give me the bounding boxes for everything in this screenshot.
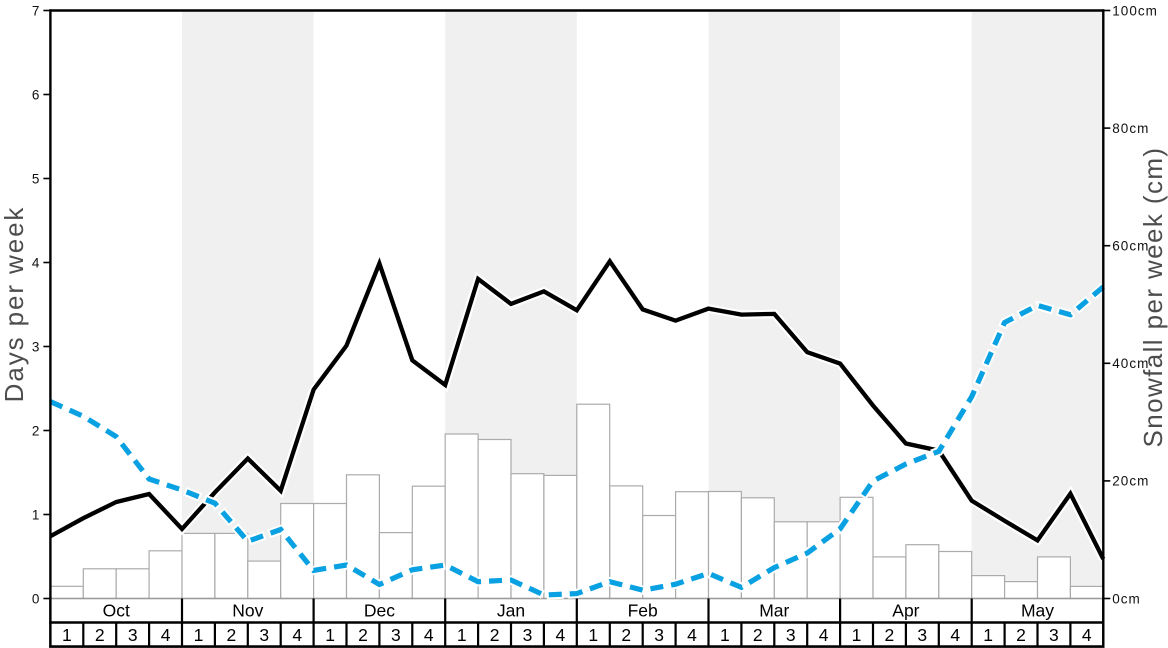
svg-text:4: 4	[556, 625, 566, 645]
svg-text:2: 2	[621, 625, 631, 645]
svg-text:3: 3	[32, 339, 40, 354]
svg-text:0cm: 0cm	[1112, 591, 1141, 606]
svg-text:Oct: Oct	[103, 601, 130, 621]
svg-text:Nov: Nov	[232, 601, 263, 621]
svg-text:80cm: 80cm	[1112, 121, 1149, 136]
svg-text:3: 3	[523, 625, 533, 645]
svg-text:2: 2	[1016, 625, 1026, 645]
svg-text:2: 2	[358, 625, 368, 645]
svg-text:4: 4	[32, 255, 40, 270]
svg-text:Days per week: Days per week	[0, 206, 29, 403]
svg-text:2: 2	[32, 423, 40, 438]
svg-text:40cm: 40cm	[1112, 356, 1149, 371]
svg-text:4: 4	[819, 625, 829, 645]
svg-text:100cm: 100cm	[1112, 3, 1158, 18]
svg-text:2: 2	[490, 625, 500, 645]
svg-text:4: 4	[161, 625, 171, 645]
svg-text:Snowfall per week (cm): Snowfall per week (cm)	[1138, 147, 1168, 448]
svg-text:1: 1	[32, 507, 40, 522]
svg-text:2: 2	[885, 625, 895, 645]
svg-text:3: 3	[654, 625, 664, 645]
svg-text:Jan: Jan	[497, 601, 525, 621]
svg-text:1: 1	[983, 625, 993, 645]
svg-text:3: 3	[917, 625, 927, 645]
svg-text:6: 6	[32, 87, 40, 102]
svg-text:1: 1	[720, 625, 730, 645]
svg-text:5: 5	[32, 171, 40, 186]
svg-text:2: 2	[95, 625, 105, 645]
svg-text:4: 4	[424, 625, 434, 645]
svg-text:60cm: 60cm	[1112, 239, 1149, 254]
svg-text:0: 0	[32, 591, 40, 606]
svg-text:4: 4	[1082, 625, 1092, 645]
svg-text:Dec: Dec	[364, 601, 395, 621]
svg-text:4: 4	[687, 625, 697, 645]
svg-text:1: 1	[852, 625, 862, 645]
svg-text:3: 3	[1049, 625, 1059, 645]
svg-text:2: 2	[753, 625, 763, 645]
svg-text:4: 4	[950, 625, 960, 645]
svg-text:4: 4	[292, 625, 302, 645]
svg-text:3: 3	[786, 625, 796, 645]
svg-text:3: 3	[128, 625, 138, 645]
svg-text:Feb: Feb	[628, 601, 658, 621]
svg-text:7: 7	[32, 3, 40, 18]
svg-text:3: 3	[259, 625, 269, 645]
svg-text:20cm: 20cm	[1112, 474, 1149, 489]
svg-text:1: 1	[325, 625, 335, 645]
svg-text:May: May	[1021, 601, 1054, 621]
svg-text:1: 1	[194, 625, 204, 645]
svg-text:1: 1	[62, 625, 72, 645]
svg-text:2: 2	[227, 625, 237, 645]
svg-text:1: 1	[457, 625, 467, 645]
svg-text:1: 1	[588, 625, 598, 645]
svg-text:3: 3	[391, 625, 401, 645]
svg-text:Mar: Mar	[759, 601, 789, 621]
svg-text:Apr: Apr	[892, 601, 919, 621]
